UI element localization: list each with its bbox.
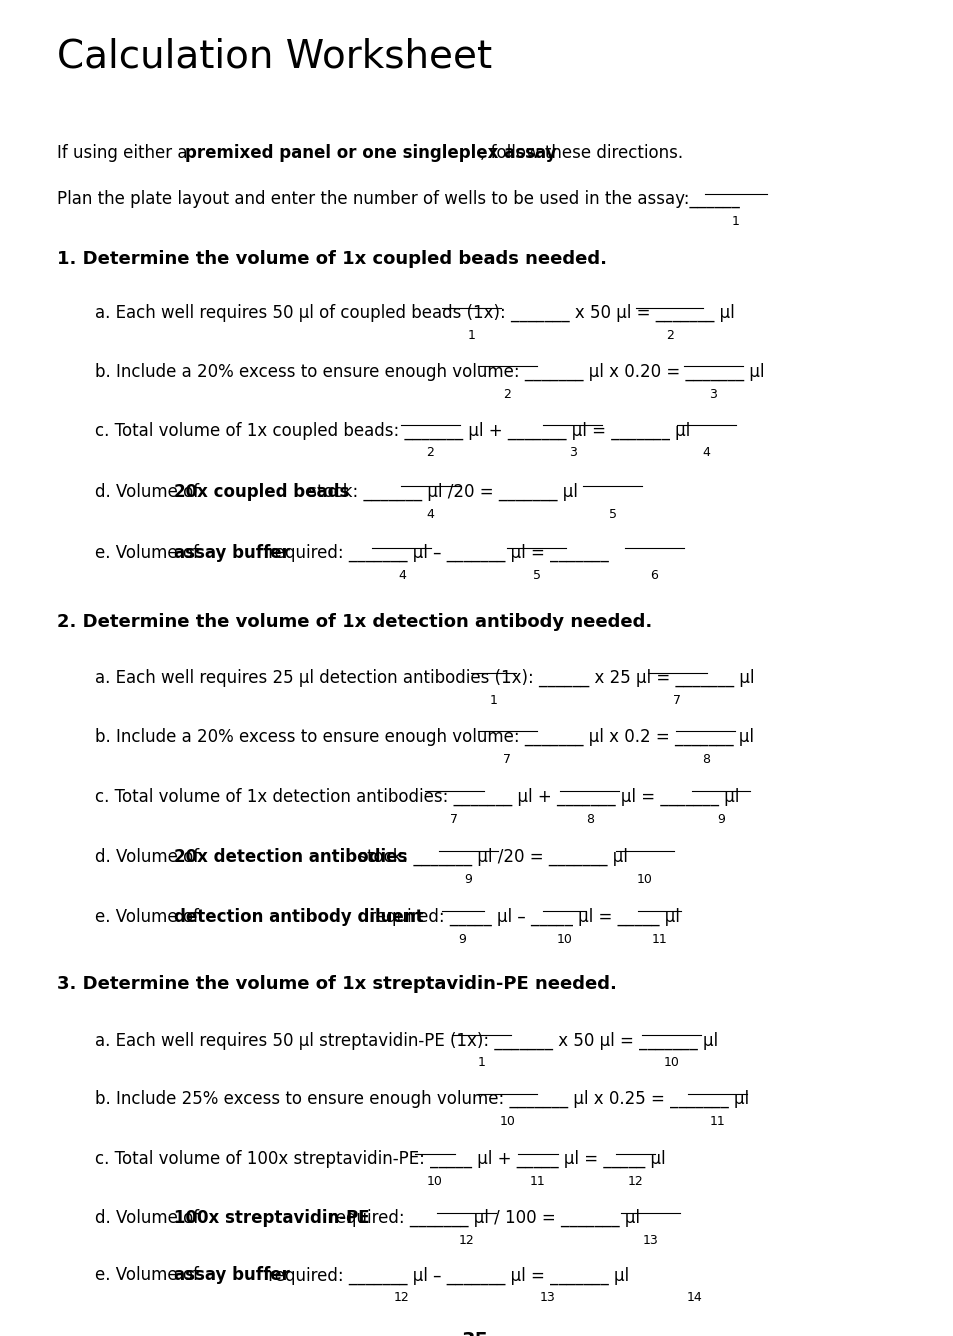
Text: required: _____ μl – _____ μl = _____ μl: required: _____ μl – _____ μl = _____ μl [363,907,679,926]
Text: d. Volume of: d. Volume of [95,1209,204,1226]
Text: 1: 1 [731,215,739,228]
Text: premixed panel or one singleplex assay: premixed panel or one singleplex assay [185,144,557,162]
Text: Calculation Worksheet: Calculation Worksheet [57,37,492,76]
Text: 13: 13 [642,1234,658,1246]
Text: 3: 3 [568,446,577,460]
Text: a. Each well requires 50 μl of coupled beads (1x): _______ x 50 μl = _______ μl: a. Each well requires 50 μl of coupled b… [95,303,734,322]
Text: b. Include a 20% excess to ensure enough volume: _______ μl x 0.20 = _______ μl: b. Include a 20% excess to ensure enough… [95,362,763,381]
Text: 12: 12 [394,1292,409,1304]
Text: 8: 8 [701,752,709,766]
Text: c. Total volume of 1x coupled beads: _______ μl + _______ μl = _______ μl: c. Total volume of 1x coupled beads: ___… [95,421,690,440]
Text: 5: 5 [532,569,540,581]
Text: 7: 7 [503,752,511,766]
Text: assay buffer: assay buffer [173,544,290,562]
Text: 10: 10 [556,933,572,946]
Text: e. Volume of: e. Volume of [95,907,204,926]
Text: 1: 1 [467,329,475,342]
Text: If using either a: If using either a [57,144,193,162]
Text: 100x streptavidin-PE: 100x streptavidin-PE [173,1209,369,1226]
Text: 7: 7 [673,693,680,707]
Text: assay buffer: assay buffer [173,1267,290,1284]
Text: 6: 6 [650,569,658,581]
Text: 10: 10 [663,1057,679,1069]
Text: 4: 4 [426,508,434,521]
Text: 14: 14 [686,1292,701,1304]
Text: 11: 11 [651,933,666,946]
Text: 7: 7 [450,812,457,826]
Text: b. Include 25% excess to ensure enough volume: _______ μl x 0.25 = _______ μl: b. Include 25% excess to ensure enough v… [95,1090,748,1109]
Text: 2. Determine the volume of 1x detection antibody needed.: 2. Determine the volume of 1x detection … [57,613,652,631]
Text: Plan the plate layout and enter the number of wells to be used in the assay:____: Plan the plate layout and enter the numb… [57,190,739,208]
Text: 2: 2 [503,387,511,401]
Text: 4: 4 [702,446,710,460]
Text: 4: 4 [397,569,405,581]
Text: required: _______ μl / 100 = _______ μl: required: _______ μl / 100 = _______ μl [324,1209,639,1228]
Text: required: _______ μl – _______ μl = _______ μl: required: _______ μl – _______ μl = ____… [263,1267,629,1285]
Text: c. Total volume of 1x detection antibodies: _______ μl + _______ μl = _______ μl: c. Total volume of 1x detection antibodi… [95,788,739,806]
Text: 3: 3 [709,387,717,401]
Text: 9: 9 [458,933,466,946]
Text: 20x coupled beads: 20x coupled beads [173,482,349,501]
Text: 35: 35 [461,1332,488,1336]
Text: b. Include a 20% excess to ensure enough volume: _______ μl x 0.2 = _______ μl: b. Include a 20% excess to ensure enough… [95,728,753,745]
Text: 1: 1 [477,1057,485,1069]
Text: 9: 9 [717,812,724,826]
Text: d. Volume of: d. Volume of [95,847,204,866]
Text: 13: 13 [538,1292,555,1304]
Text: 11: 11 [709,1116,724,1128]
Text: e. Volume of: e. Volume of [95,544,204,562]
Text: 9: 9 [464,872,472,886]
Text: 2: 2 [665,329,673,342]
Text: 10: 10 [498,1116,515,1128]
Text: required: _______ μl – _______ μl = _______: required: _______ μl – _______ μl = ____… [263,544,608,562]
Text: 1. Determine the volume of 1x coupled beads needed.: 1. Determine the volume of 1x coupled be… [57,250,606,269]
Text: 12: 12 [458,1234,474,1246]
Text: 3. Determine the volume of 1x streptavidin-PE needed.: 3. Determine the volume of 1x streptavid… [57,975,617,993]
Text: stock: _______ μl /20 = _______ μl: stock: _______ μl /20 = _______ μl [303,482,578,501]
Text: 10: 10 [427,1176,442,1188]
Text: 5: 5 [608,508,616,521]
Text: stock: _______ μl /20 = _______ μl: stock: _______ μl /20 = _______ μl [353,847,628,866]
Text: 20x detection antibodies: 20x detection antibodies [173,847,407,866]
Text: 8: 8 [585,812,594,826]
Text: 12: 12 [627,1176,642,1188]
Text: a. Each well requires 50 μl streptavidin-PE (1x): _______ x 50 μl = _______ μl: a. Each well requires 50 μl streptavidin… [95,1031,718,1050]
Text: d. Volume of: d. Volume of [95,482,204,501]
Text: e. Volume of: e. Volume of [95,1267,204,1284]
Text: , follow these directions.: , follow these directions. [479,144,682,162]
Text: 11: 11 [529,1176,545,1188]
Text: c. Total volume of 100x streptavidin-PE: _____ μl + _____ μl = _____ μl: c. Total volume of 100x streptavidin-PE:… [95,1150,665,1169]
Text: detection antibody diluent: detection antibody diluent [173,907,423,926]
Text: a. Each well requires 25 μl detection antibodies (1x): ______ x 25 μl = _______ : a. Each well requires 25 μl detection an… [95,669,754,687]
Text: 10: 10 [637,872,652,886]
Text: 2: 2 [426,446,434,460]
Text: 1: 1 [490,693,497,707]
